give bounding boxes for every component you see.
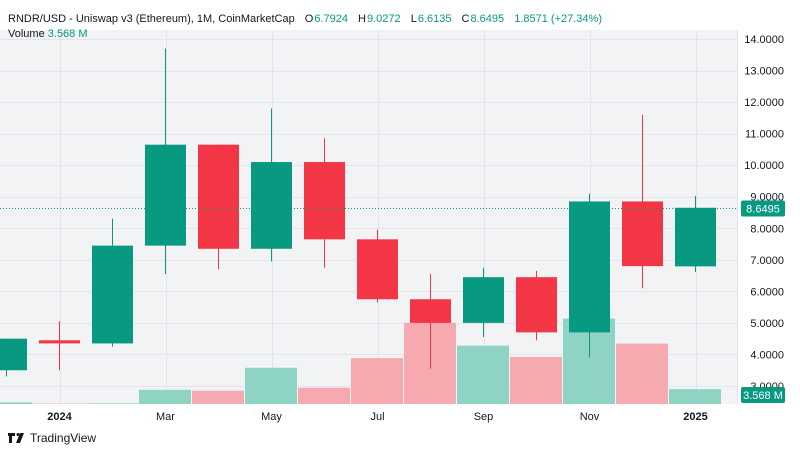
- candle-body: [145, 144, 186, 246]
- candle-body: [622, 201, 663, 267]
- candle-body: [675, 207, 716, 267]
- last-price-badge-bg: [741, 200, 785, 217]
- tradingview-logo-icon: [8, 433, 24, 443]
- candle-body: [92, 245, 133, 344]
- price-tick-label: 13.0000: [744, 66, 784, 78]
- price-tick-label: 7.0000: [750, 255, 784, 267]
- volume-legend: Volume 3.568 M: [8, 28, 88, 41]
- volume-bar: [192, 390, 244, 404]
- last-volume-badge-bg: [741, 387, 785, 403]
- open-value: 6.7924: [314, 13, 348, 25]
- last-volume-badge: 3.568 M: [741, 387, 785, 403]
- price-tick-label: 14.0000: [744, 34, 784, 46]
- high-value: 9.0272: [366, 13, 401, 25]
- low-label: L: [410, 13, 417, 25]
- volume-bar: [616, 343, 668, 404]
- chart-legend: RNDR/USD - Uniswap v3 (Ethereum), 1M, Co…: [8, 13, 603, 26]
- time-tick-label: 2024: [47, 411, 72, 423]
- candle-body: [39, 340, 80, 344]
- price-tick-label: 10.0000: [744, 160, 784, 172]
- close-value: 8.6495: [470, 13, 505, 25]
- candle-body: [304, 162, 345, 240]
- volume-bar: [298, 387, 350, 404]
- candle-body: [0, 338, 27, 371]
- symbol-title[interactable]: RNDR/USD - Uniswap v3 (Ethereum), 1M, Co…: [8, 13, 295, 25]
- last-volume-label: 3.568 M: [743, 390, 783, 402]
- price-tick-label: 8.0000: [750, 223, 784, 235]
- volume-bar: [669, 389, 721, 404]
- brand-name: TradingView: [30, 431, 97, 445]
- open-label: O: [304, 13, 314, 25]
- change-value: 1.8571 (+27.34%): [514, 13, 602, 25]
- price-tick-label: 5.0000: [750, 318, 784, 330]
- volume-bar: [139, 389, 191, 404]
- price-tick-label: 12.0000: [744, 97, 784, 109]
- last-price-label: 8.6495: [746, 204, 780, 216]
- candle-body: [410, 299, 451, 323]
- time-tick-label: Mar: [156, 411, 175, 423]
- time-tick-label: Sep: [474, 411, 494, 423]
- volume-value: 3.568 M: [47, 28, 88, 40]
- candle-body: [357, 239, 398, 300]
- close-label: C: [461, 13, 470, 25]
- price-tick-label: 6.0000: [750, 286, 784, 298]
- candle-body: [251, 162, 292, 249]
- time-tick-label: Nov: [580, 411, 600, 423]
- low-value: 6.6135: [417, 13, 452, 25]
- price-tick-label: 11.0000: [745, 129, 784, 141]
- last-price-badge: 8.6495: [741, 200, 785, 217]
- candle-body: [463, 277, 504, 323]
- time-tick-label: May: [261, 411, 282, 423]
- volume-bar: [510, 356, 562, 404]
- time-tick-label: 2025: [683, 411, 707, 423]
- volume-label[interactable]: Volume: [8, 28, 45, 40]
- volume-bar: [351, 358, 403, 404]
- high-label: H: [358, 13, 366, 25]
- candle-body: [516, 277, 557, 333]
- price-tick-label: 4.0000: [750, 349, 784, 361]
- footer-brand[interactable]: TradingView: [8, 431, 96, 445]
- volume-bar: [457, 345, 509, 404]
- volume-bar: [245, 367, 297, 404]
- candle-body: [569, 201, 610, 333]
- volume-bar: [86, 403, 138, 404]
- volume-bar: [0, 402, 32, 404]
- time-tick-label: Jul: [370, 411, 384, 423]
- candle-body: [198, 144, 239, 249]
